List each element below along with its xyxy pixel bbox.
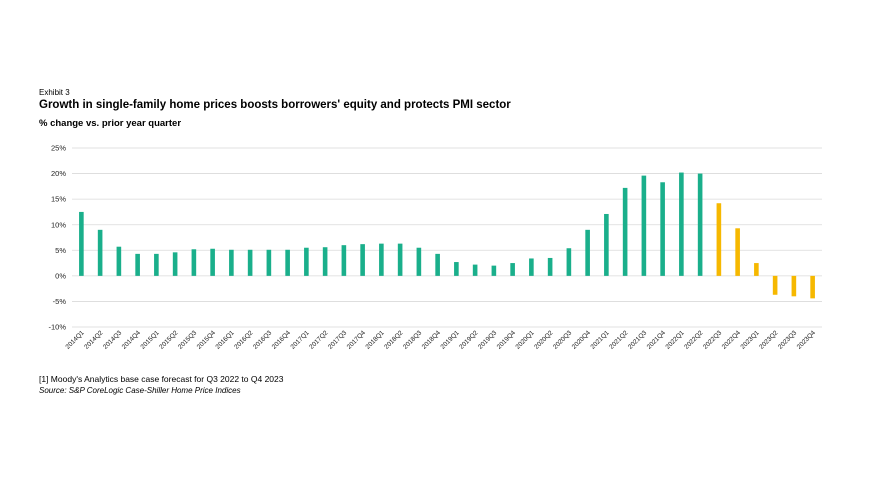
- x-tick-label: 2022Q1: [664, 329, 686, 351]
- y-tick-label: 15%: [51, 195, 66, 204]
- x-tick-label: 2022Q2: [683, 329, 705, 351]
- actual-bar: [191, 249, 197, 276]
- forecast-bar: [772, 275, 778, 295]
- chart-subtitle: % change vs. prior year quarter: [39, 118, 182, 129]
- x-tick-label: 2023Q4: [796, 329, 818, 351]
- actual-bar: [285, 249, 290, 276]
- actual-bar: [266, 249, 272, 276]
- y-tick-label: -10%: [48, 323, 66, 332]
- y-tick-label: 25%: [51, 144, 66, 153]
- x-tick-label: 2017Q2: [308, 329, 330, 351]
- actual-bar: [622, 187, 628, 276]
- x-tick-label: 2019Q2: [458, 329, 480, 351]
- x-tick-label: 2023Q2: [758, 329, 780, 351]
- forecast-bar: [716, 203, 722, 276]
- x-tick-label: 2020Q4: [571, 329, 593, 351]
- x-tick-label: 2017Q1: [289, 329, 311, 351]
- actual-bar: [97, 229, 103, 276]
- x-tick-label: 2022Q4: [721, 329, 743, 351]
- x-tick-label: 2020Q2: [533, 329, 555, 351]
- actual-bar: [322, 247, 328, 276]
- x-tick-label: 2014Q3: [102, 329, 124, 351]
- actual-bar: [79, 211, 84, 276]
- y-tick-label: -5%: [53, 297, 67, 306]
- actual-bar: [135, 253, 140, 276]
- y-tick-label: 5%: [55, 246, 66, 255]
- x-tick-label: 2023Q3: [777, 329, 799, 351]
- actual-bar: [304, 247, 309, 276]
- actual-bar: [416, 247, 422, 276]
- x-tick-label: 2014Q2: [83, 329, 105, 351]
- forecast-bar: [791, 275, 797, 297]
- actual-bar: [566, 248, 572, 276]
- actual-bar: [697, 173, 703, 276]
- actual-bar: [360, 244, 365, 276]
- x-tick-label: 2015Q2: [158, 329, 180, 351]
- actual-bar: [472, 264, 478, 276]
- actual-bar: [585, 229, 590, 276]
- x-tick-label: 2016Q3: [252, 329, 274, 351]
- actual-bar: [641, 175, 647, 276]
- actual-bar: [154, 253, 159, 276]
- x-tick-label: 2017Q3: [327, 329, 349, 351]
- actual-bar: [660, 182, 665, 276]
- x-tick-label: 2016Q1: [214, 329, 236, 351]
- forecast-footnote: [1] Moody's Analytics base case forecast…: [39, 374, 284, 384]
- x-tick-label: 2019Q4: [496, 329, 518, 351]
- x-tick-label: 2017Q4: [346, 329, 368, 351]
- actual-bar: [210, 248, 215, 276]
- x-tick-label: 2019Q3: [477, 329, 499, 351]
- actual-bar: [397, 243, 403, 276]
- x-tick-label: 2018Q2: [383, 329, 405, 351]
- x-tick-label: 2018Q3: [402, 329, 424, 351]
- y-tick-label: 10%: [51, 220, 66, 229]
- x-tick-label: 2016Q4: [271, 329, 293, 351]
- actual-bar: [547, 257, 553, 276]
- actual-bar: [529, 258, 534, 276]
- x-tick-label: 2021Q1: [589, 329, 611, 351]
- x-tick-label: 2016Q2: [233, 329, 255, 351]
- x-tick-label: 2015Q4: [196, 329, 218, 351]
- actual-bar: [247, 249, 253, 276]
- y-tick-label: 0%: [55, 271, 66, 280]
- x-tick-label: 2021Q4: [646, 329, 668, 351]
- y-tick-label: 20%: [51, 169, 66, 178]
- actual-bar: [379, 243, 384, 276]
- x-tick-label: 2019Q1: [439, 329, 461, 351]
- actual-bar: [454, 262, 459, 276]
- actual-bar: [116, 246, 122, 276]
- x-tick-label: 2023Q1: [739, 329, 761, 351]
- forecast-bar: [754, 263, 759, 276]
- x-tick-label: 2014Q4: [121, 329, 143, 351]
- actual-bar: [435, 253, 440, 276]
- exhibit-label: Exhibit 3: [39, 88, 70, 97]
- x-tick-label: 2021Q3: [627, 329, 649, 351]
- source-note: Source: S&P CoreLogic Case-Shiller Home …: [39, 386, 241, 395]
- forecast-bar: [735, 228, 740, 276]
- x-tick-label: 2015Q3: [177, 329, 199, 351]
- actual-bar: [491, 265, 497, 276]
- x-tick-label: 2020Q3: [552, 329, 574, 351]
- x-tick-label: 2022Q3: [702, 329, 724, 351]
- x-tick-label: 2015Q1: [139, 329, 161, 351]
- actual-bar: [679, 172, 684, 276]
- actual-bar: [172, 252, 178, 276]
- x-tick-label: 2020Q1: [514, 329, 536, 351]
- actual-bar: [229, 249, 234, 276]
- chart-title: Growth in single-family home prices boos…: [39, 99, 511, 111]
- actual-bar: [510, 263, 515, 276]
- x-tick-label: 2018Q4: [421, 329, 443, 351]
- x-tick-label: 2018Q1: [364, 329, 386, 351]
- x-tick-label: 2021Q2: [608, 329, 630, 351]
- actual-bar: [341, 245, 347, 276]
- actual-bar: [604, 213, 609, 276]
- x-tick-label: 2014Q1: [64, 329, 86, 351]
- forecast-bar: [810, 275, 815, 299]
